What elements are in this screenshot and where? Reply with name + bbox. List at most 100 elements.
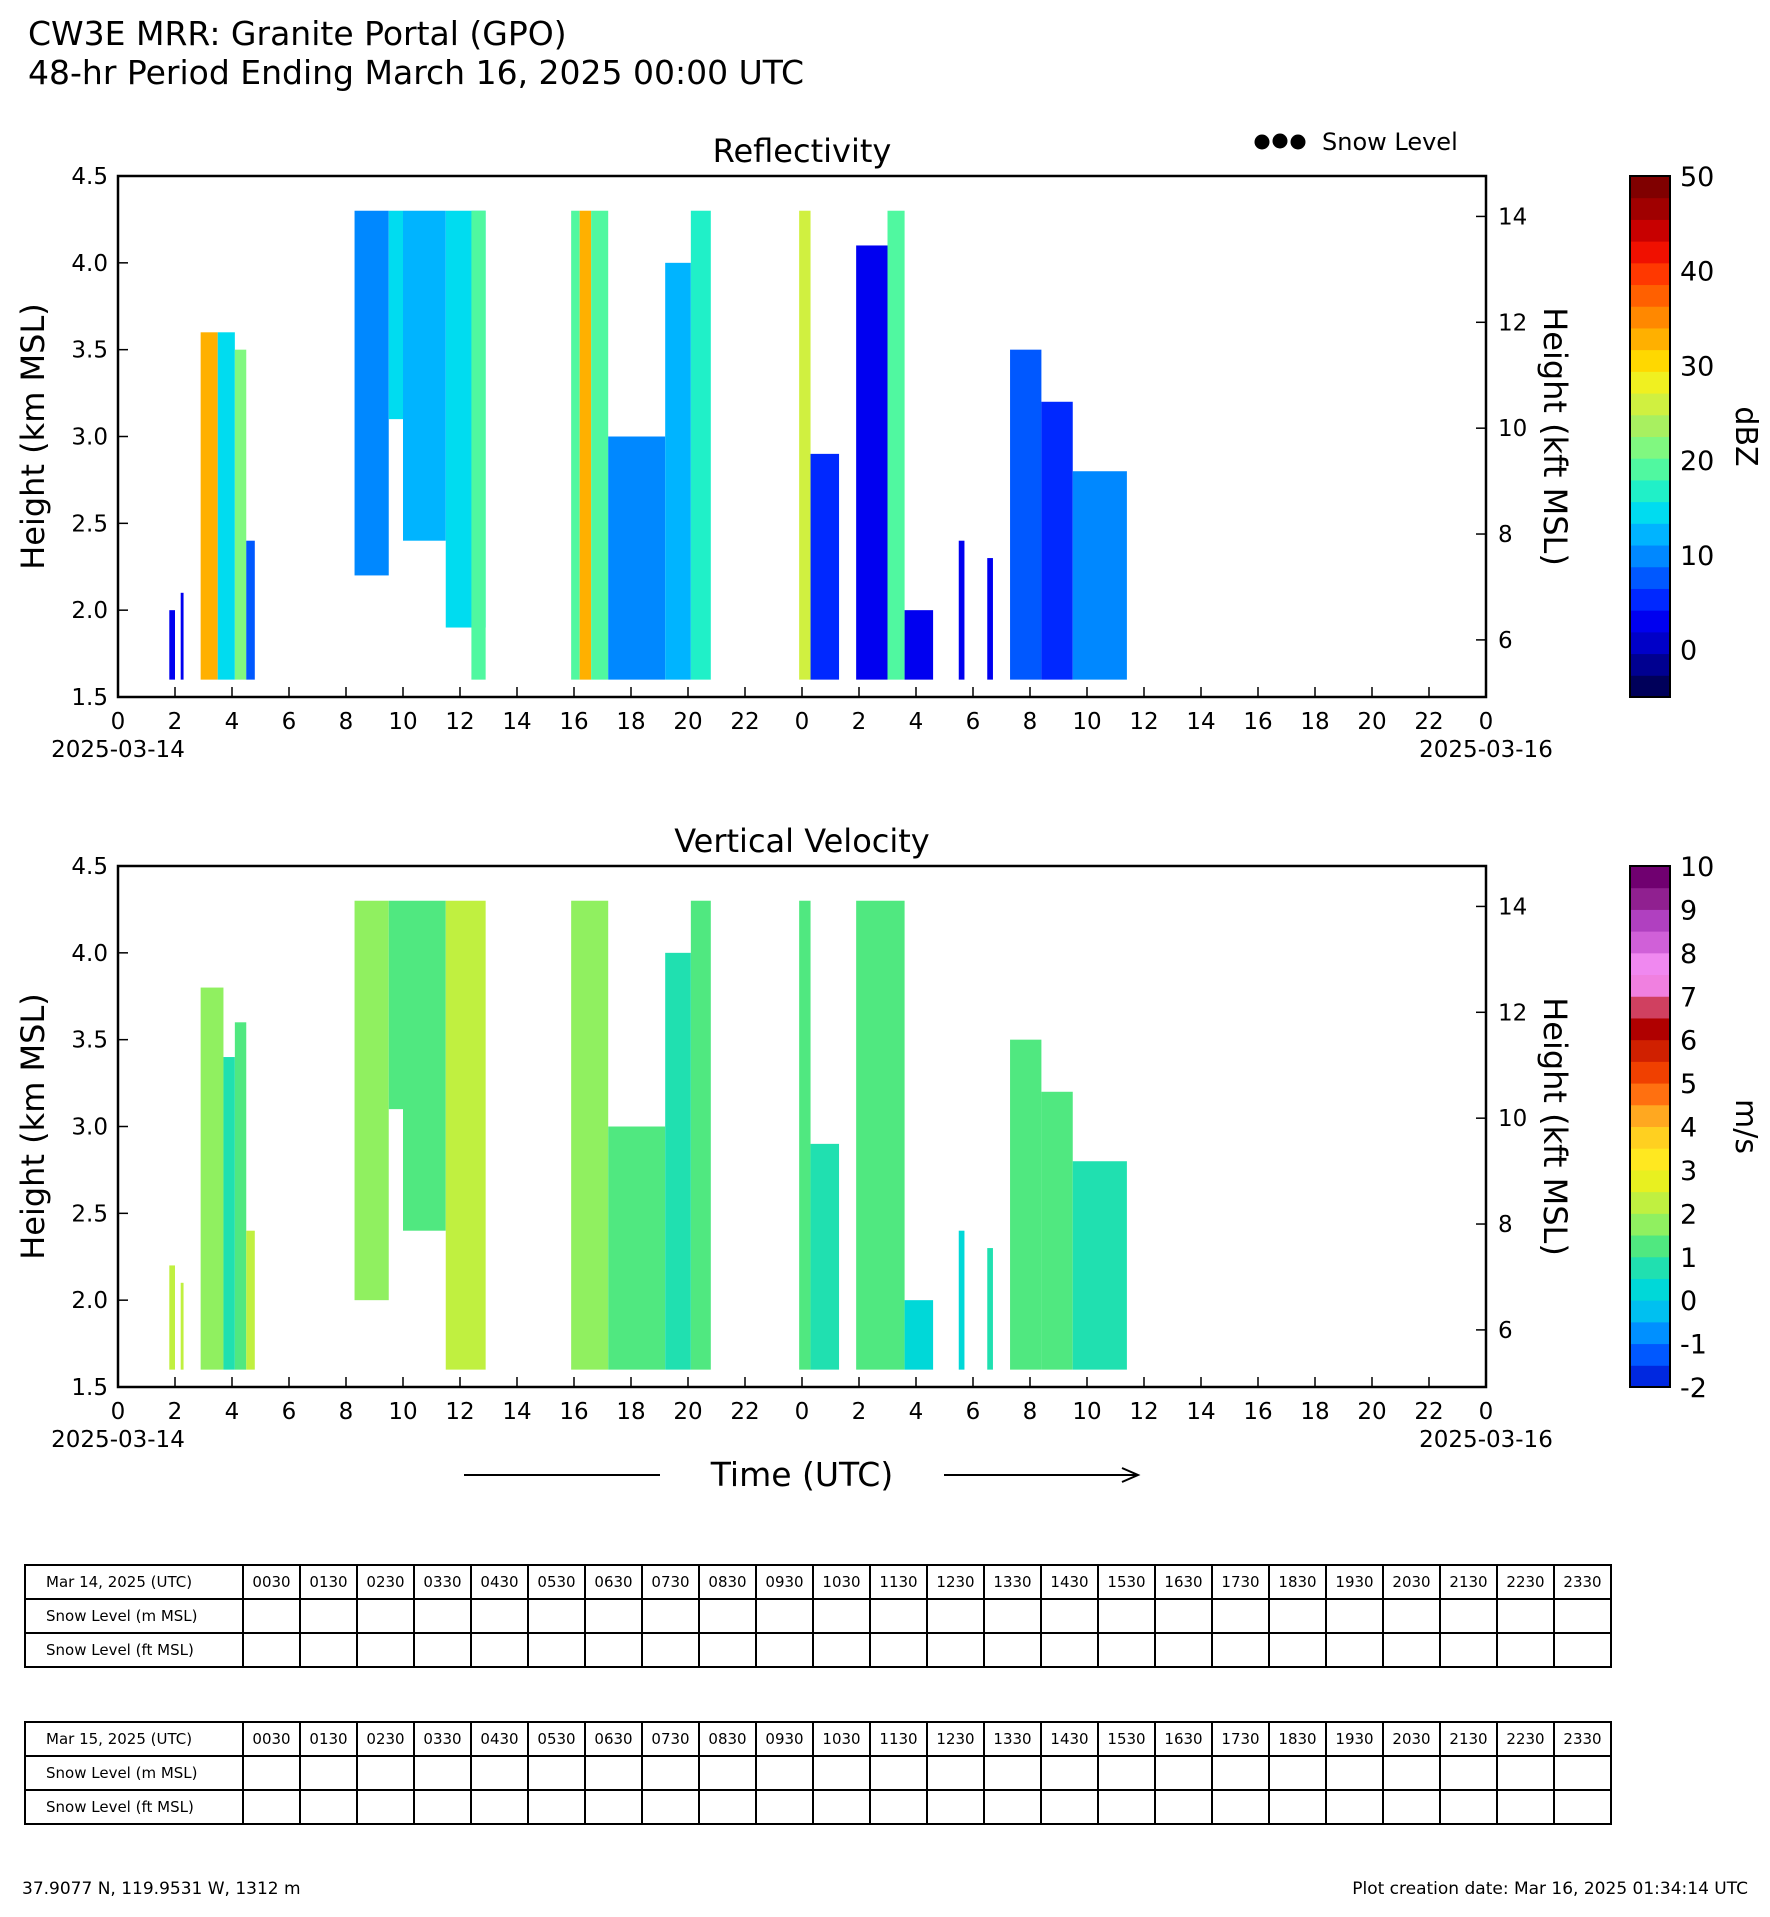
echo-band <box>1072 471 1127 680</box>
colorbar-segment <box>1630 952 1670 976</box>
colorbar-tick-label: 3 <box>1680 1156 1697 1187</box>
colorbar-segment <box>1630 414 1670 437</box>
table-cell: 2030 <box>1382 1721 1441 1757</box>
colorbar-frame <box>1629 865 1671 1388</box>
table-cell: 1930 <box>1325 1721 1384 1757</box>
snow-level-table-day2: Mar 15, 2025 (UTC) 0030 0130 0230 0330 0430 05… <box>24 1721 1612 1825</box>
echo-band <box>799 900 811 1370</box>
colorbar-tick-label: 30 <box>1680 351 1714 382</box>
echo-band <box>690 210 711 680</box>
x-tick-label: 12 <box>445 1399 474 1425</box>
table-cell: 1130 <box>869 1564 928 1600</box>
table-cell <box>1439 1755 1498 1791</box>
x-tick-label: 18 <box>616 1399 645 1425</box>
y-right-tick-label: 14 <box>1498 894 1527 920</box>
x-tick-label: 0 <box>111 709 126 735</box>
x-tick-label: 10 <box>388 709 417 735</box>
colorbar-segment <box>1630 1039 1670 1062</box>
table-cell: 1430 <box>1040 1721 1099 1757</box>
colorbar-segment <box>1630 1365 1670 1388</box>
table-cell <box>1382 1755 1441 1791</box>
table-cell <box>299 1789 358 1825</box>
colorbar-segment <box>1630 909 1670 932</box>
x-tick-label: 14 <box>1186 709 1215 735</box>
colorbar-segment <box>1630 1235 1670 1258</box>
x-tick-label: 18 <box>1300 1399 1329 1425</box>
y-tick-label: 3.0 <box>71 1115 108 1141</box>
y-tick-label: 2.0 <box>71 1288 108 1314</box>
x-tick-label: 2 <box>168 709 183 735</box>
table-cell <box>1040 1632 1099 1668</box>
echo-band <box>445 900 486 1370</box>
y-tick-label: 3.0 <box>71 425 108 451</box>
table-cell: 1430 <box>1040 1564 1099 1600</box>
x-tick-label: 8 <box>1023 709 1038 735</box>
table-cell: 1530 <box>1097 1564 1156 1600</box>
y-tick-label: 1.5 <box>71 1375 108 1401</box>
x-tick-label: 8 <box>339 709 354 735</box>
table-cell <box>1439 1598 1498 1634</box>
x-tick-label: 10 <box>388 1399 417 1425</box>
colorbar-segment <box>1630 631 1670 655</box>
x-tick-label: 10 <box>1072 1399 1101 1425</box>
echo-band <box>571 210 580 680</box>
y-right-tick-label: 14 <box>1498 204 1527 230</box>
table-cell: 0030 <box>242 1564 301 1600</box>
table-cell <box>1097 1789 1156 1825</box>
table-cell <box>1382 1632 1441 1668</box>
table-cell <box>1496 1598 1555 1634</box>
x-tick-label: 16 <box>1243 1399 1272 1425</box>
x-axis-label: Time (UTC) <box>710 1455 893 1494</box>
table-cell: 0430 <box>470 1721 529 1757</box>
x-tick-label: 22 <box>1414 1399 1443 1425</box>
colorbar-segment <box>1630 1104 1670 1127</box>
table-cell <box>1496 1789 1555 1825</box>
table-cell <box>299 1755 358 1791</box>
table-cell: 1830 <box>1268 1721 1327 1757</box>
echo-band <box>169 1265 175 1370</box>
y-right-tick-label: 6 <box>1498 1318 1513 1344</box>
x-tick-label: 4 <box>909 1399 924 1425</box>
table-cell <box>242 1632 301 1668</box>
table-cell: 1030 <box>812 1564 871 1600</box>
colorbar-segment <box>1630 1126 1670 1149</box>
table-cell: 0630 <box>584 1721 643 1757</box>
table-cell <box>641 1598 700 1634</box>
table-cell <box>413 1632 472 1668</box>
table-cell <box>926 1789 985 1825</box>
table-cell <box>1553 1598 1612 1634</box>
table-cell <box>356 1632 415 1668</box>
colorbar-segment <box>1630 1256 1670 1279</box>
table-cell <box>413 1789 472 1825</box>
colorbar-tick-label: 10 <box>1680 541 1714 572</box>
colorbar-tick-label: 8 <box>1680 939 1697 970</box>
table-cell <box>1040 1755 1099 1791</box>
table-cell: 0730 <box>641 1721 700 1757</box>
colorbar-segment <box>1630 458 1670 481</box>
table-cell <box>1553 1755 1612 1791</box>
table-cell <box>413 1755 472 1791</box>
echo-band <box>571 900 609 1370</box>
table-cell <box>413 1598 472 1634</box>
table-cell: 1230 <box>926 1564 985 1600</box>
colorbar-segment <box>1630 262 1670 286</box>
table-cell: 0130 <box>299 1721 358 1757</box>
table-cell: 0930 <box>755 1564 814 1600</box>
table-cell <box>242 1598 301 1634</box>
table-cell: 1630 <box>1154 1721 1213 1757</box>
colorbar-segment <box>1630 974 1670 997</box>
table-cell <box>926 1598 985 1634</box>
echo-band <box>200 332 218 680</box>
table-cell: 2230 <box>1496 1564 1555 1600</box>
table-cell <box>1097 1598 1156 1634</box>
table-cell <box>1211 1789 1270 1825</box>
echo-band <box>987 558 993 680</box>
snow-level-m-row: Snow Level (m MSL) <box>24 1598 1612 1634</box>
x-tick-label: 0 <box>795 709 810 735</box>
y-tick-label: 2.5 <box>71 511 108 537</box>
y-tick-label: 3.5 <box>71 338 108 364</box>
time-row: Mar 14, 2025 (UTC) 0030 0130 0230 0330 0430 05… <box>24 1564 1612 1600</box>
table-cell <box>299 1598 358 1634</box>
table-cell <box>1211 1632 1270 1668</box>
